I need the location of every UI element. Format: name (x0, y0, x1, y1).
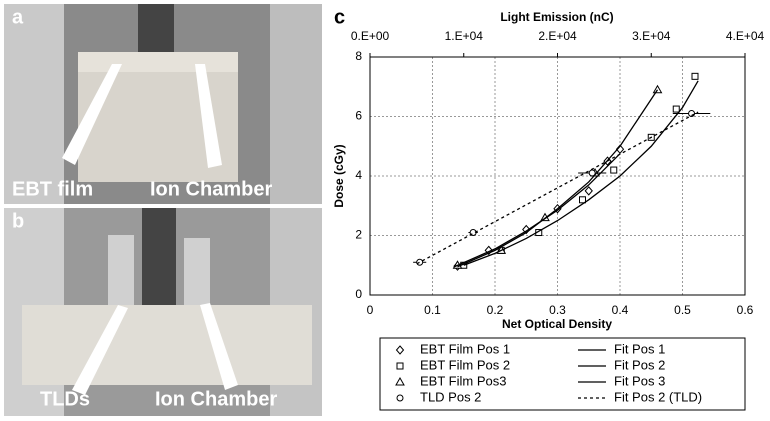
legend-label: TLD Pos 2 (420, 389, 481, 404)
marker (672, 105, 680, 113)
x-tick-label: 0.3 (549, 303, 566, 317)
x-tick-label: 0 (367, 303, 374, 317)
x-tick-label: 0.5 (674, 303, 691, 317)
annotation: TLDs (40, 388, 90, 410)
panel-label: a (12, 6, 24, 28)
marker (588, 169, 596, 177)
legend-marker (395, 376, 405, 386)
x2-axis-title: Light Emission (nC) (500, 10, 613, 24)
marker (416, 258, 424, 266)
annotation: Ion Chamber (155, 388, 277, 410)
panel-label: b (12, 210, 24, 232)
fit-line (416, 111, 699, 265)
plot-frame (369, 56, 746, 296)
legend-label: Fit Pos 3 (614, 373, 665, 388)
y-tick-label: 2 (355, 228, 362, 242)
photo-b (4, 208, 322, 416)
annotation: Ion Chamber (150, 178, 272, 200)
annotation: EBT film (12, 178, 93, 200)
fit-line (463, 80, 699, 266)
x2-tick-label: 0.E+00 (351, 29, 390, 43)
legend-label: EBT Film Pos3 (420, 373, 506, 388)
x-axis-title: Net Optical Density (502, 317, 612, 331)
x-tick-label: 0.6 (737, 303, 754, 317)
photo-a (4, 4, 322, 204)
x-tick-label: 0.2 (487, 303, 504, 317)
y-tick-label: 0 (355, 287, 362, 301)
marker (615, 144, 625, 154)
marker (652, 84, 663, 94)
legend-label: Fit Pos 2 (614, 357, 665, 372)
marker (584, 186, 593, 196)
x-tick-label: 0.4 (612, 303, 629, 317)
legend-label: Fit Pos 2 (TLD) (614, 389, 702, 404)
legend-label: EBT Film Pos 2 (420, 357, 510, 372)
y-axis-title: Dose (cGy) (332, 144, 346, 207)
fit-line (457, 89, 659, 268)
legend-marker (396, 362, 404, 370)
x2-tick-label: 2.E+04 (538, 29, 577, 43)
marker (691, 72, 699, 80)
y-tick-label: 4 (355, 168, 362, 182)
legend-marker (396, 394, 404, 402)
y-tick-label: 8 (355, 49, 362, 63)
marker (579, 196, 586, 204)
legend-box (379, 337, 746, 411)
legend-label: EBT Film Pos 1 (420, 341, 510, 356)
x-tick-label: 0.1 (424, 303, 441, 317)
legend-marker (395, 345, 405, 355)
panel-label: c (334, 6, 345, 28)
x2-tick-label: 1.E+04 (445, 29, 484, 43)
marker (610, 166, 618, 174)
y-tick-label: 6 (355, 109, 362, 123)
x2-tick-label: 3.E+04 (632, 29, 671, 43)
x2-tick-label: 4.E+04 (726, 29, 765, 43)
legend-label: Fit Pos 1 (614, 341, 665, 356)
